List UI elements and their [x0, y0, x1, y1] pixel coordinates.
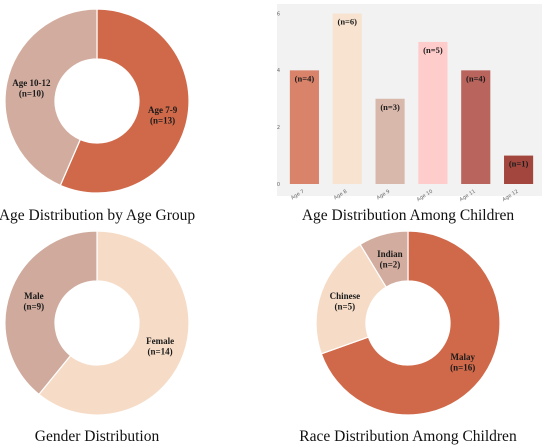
bar-age-12 [504, 155, 534, 184]
y-tick-label: 2 [277, 125, 280, 131]
age-bar-chart-title: Age Distribution Among Children [302, 207, 515, 224]
slice-count-label: (n=16) [450, 363, 475, 373]
slice-label: Indian [377, 249, 403, 259]
bar-age-7 [289, 70, 319, 184]
gender-chart-title: Gender Distribution [35, 428, 160, 445]
y-tick-label: 4 [277, 68, 280, 74]
slice-age-10-12 [4, 8, 98, 187]
slice-count-label: (n=2) [380, 259, 401, 269]
slice-female [38, 230, 190, 416]
slice-label: Age 7-9 [148, 105, 178, 115]
bar-data-label: (n=3) [380, 102, 400, 112]
slice-count-label: (n=14) [148, 346, 173, 356]
bar-age-8 [332, 13, 362, 185]
race-chart-title: Race Distribution Among Children [299, 428, 517, 445]
race-donut-chart: Malay(n=16) Chinese(n=5) Indian(n=2) [315, 230, 501, 416]
slice-label: Age 10-12 [12, 78, 51, 88]
age-group-donut-chart: Age 7-9(n=13) Age 10-12(n=10) [4, 8, 190, 194]
slice-label: Male [24, 291, 44, 301]
slice-count-label: (n=5) [335, 302, 356, 312]
bar-data-label: (n=6) [338, 17, 358, 27]
slice-label: Chinese [330, 291, 361, 301]
slice-label: Female [146, 336, 174, 346]
slice-chinese [315, 243, 388, 355]
bar-data-label: (n=4) [295, 73, 315, 83]
bar-age-10 [418, 41, 448, 184]
slice-male [4, 230, 98, 396]
y-tick-label: 6 [277, 11, 280, 17]
slice-age-7-9 [59, 8, 190, 194]
gender-donut-chart: Female(n=14) Male(n=9) [4, 230, 190, 416]
bar-data-label: (n=5) [423, 45, 443, 55]
slice-label: Malay [450, 352, 475, 362]
slice-count-label: (n=9) [24, 302, 45, 312]
age-group-chart-title: Age Distribution by Age Group [0, 207, 195, 224]
bar-data-label: (n=1) [509, 159, 529, 169]
slice-count-label: (n=13) [150, 116, 175, 126]
bar-data-label: (n=4) [466, 73, 486, 83]
y-tick-label: 0 [277, 182, 280, 188]
bar-age-9 [375, 98, 405, 184]
slice-malay [320, 230, 501, 416]
bar-chart-background [277, 4, 542, 196]
slice-indian [359, 230, 409, 288]
slice-count-label: (n=10) [19, 88, 44, 98]
bar-age-11 [461, 70, 491, 184]
